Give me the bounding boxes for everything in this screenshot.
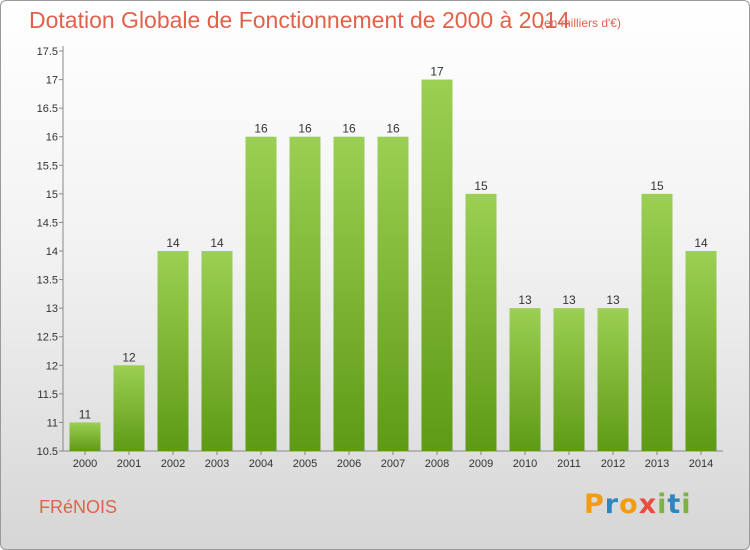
bars: 11 12 14 14 16 16 16 16 17 15 13 13 13 15 14	[69, 65, 717, 452]
bar	[421, 79, 453, 452]
chart-title: Dotation Globale de Fonctionnement de 20…	[29, 7, 570, 33]
x-tick-label: 2008	[425, 458, 449, 470]
bar-value-label: 11	[79, 407, 92, 421]
x-tick-label: 2000	[73, 458, 97, 470]
axes: 10.5 11 11.5 12 12.5 13 13.5 14 14.5 15 15.5 16 16.5…	[37, 46, 723, 470]
x-tick-label: 2004	[249, 458, 273, 470]
y-tick-label: 14	[46, 246, 58, 258]
bar-value-label: 13	[562, 293, 576, 307]
bar	[113, 365, 145, 451]
bar	[289, 136, 321, 451]
bar-value-label: 14	[166, 236, 180, 250]
y-tick-label: 12	[46, 360, 58, 372]
x-tick-label: 2003	[205, 458, 229, 470]
bar	[641, 193, 673, 451]
y-tick-label: 17	[46, 75, 58, 87]
bar	[201, 251, 233, 451]
y-tick-label: 14.5	[37, 217, 58, 229]
x-tick-label: 2006	[337, 458, 361, 470]
place-name: FRéNOIS	[39, 497, 118, 517]
x-tick-label: 2012	[601, 458, 625, 470]
x-tick-label: 2007	[381, 458, 405, 470]
bar	[377, 136, 409, 451]
x-tick-label: 2014	[689, 458, 713, 470]
bar	[685, 251, 717, 451]
y-tick-label: 12.5	[37, 332, 58, 344]
bar-value-label: 12	[122, 350, 136, 364]
bar	[157, 251, 189, 451]
bar-value-label: 14	[694, 236, 708, 250]
y-tick-label: 13.5	[37, 275, 58, 287]
y-tick-label: 15	[46, 189, 58, 201]
bar-value-label: 15	[650, 179, 664, 193]
y-tick-label: 10.5	[37, 446, 58, 458]
y-tick-label: 11	[47, 417, 58, 429]
x-tick-label: 2013	[645, 458, 669, 470]
y-tick-label: 17.5	[37, 46, 58, 58]
y-tick-label: 11.5	[37, 389, 58, 401]
bar	[597, 308, 629, 451]
bar-value-label: 15	[474, 179, 488, 193]
bar	[509, 308, 541, 451]
bar-value-label: 16	[386, 122, 400, 136]
bar-value-label: 16	[298, 122, 312, 136]
x-tick-label: 2010	[513, 458, 537, 470]
y-tick-label: 16	[46, 132, 58, 144]
x-tick-label: 2011	[557, 458, 581, 470]
bar-value-label: 16	[342, 122, 356, 136]
y-tick-label: 13	[46, 303, 58, 315]
proxiti-logo[interactable]: Proxiti	[584, 489, 692, 520]
x-tick-label: 2001	[117, 458, 141, 470]
x-tick-label: 2005	[293, 458, 317, 470]
y-tick-label: 16.5	[37, 103, 58, 115]
bar	[69, 422, 101, 451]
bar	[553, 308, 585, 451]
bar-value-label: 13	[518, 293, 532, 307]
bar-value-label: 14	[210, 236, 224, 250]
bar	[245, 136, 277, 451]
bar	[465, 193, 497, 451]
chart-subtitle: (en milliers d'€)	[540, 16, 621, 30]
bar-value-label: 17	[430, 65, 444, 79]
bar-value-label: 16	[254, 122, 268, 136]
x-tick-label: 2002	[161, 458, 185, 470]
x-tick-label: 2009	[469, 458, 493, 470]
bar-value-label: 13	[606, 293, 620, 307]
bar	[333, 136, 365, 451]
y-tick-label: 15.5	[37, 160, 58, 172]
